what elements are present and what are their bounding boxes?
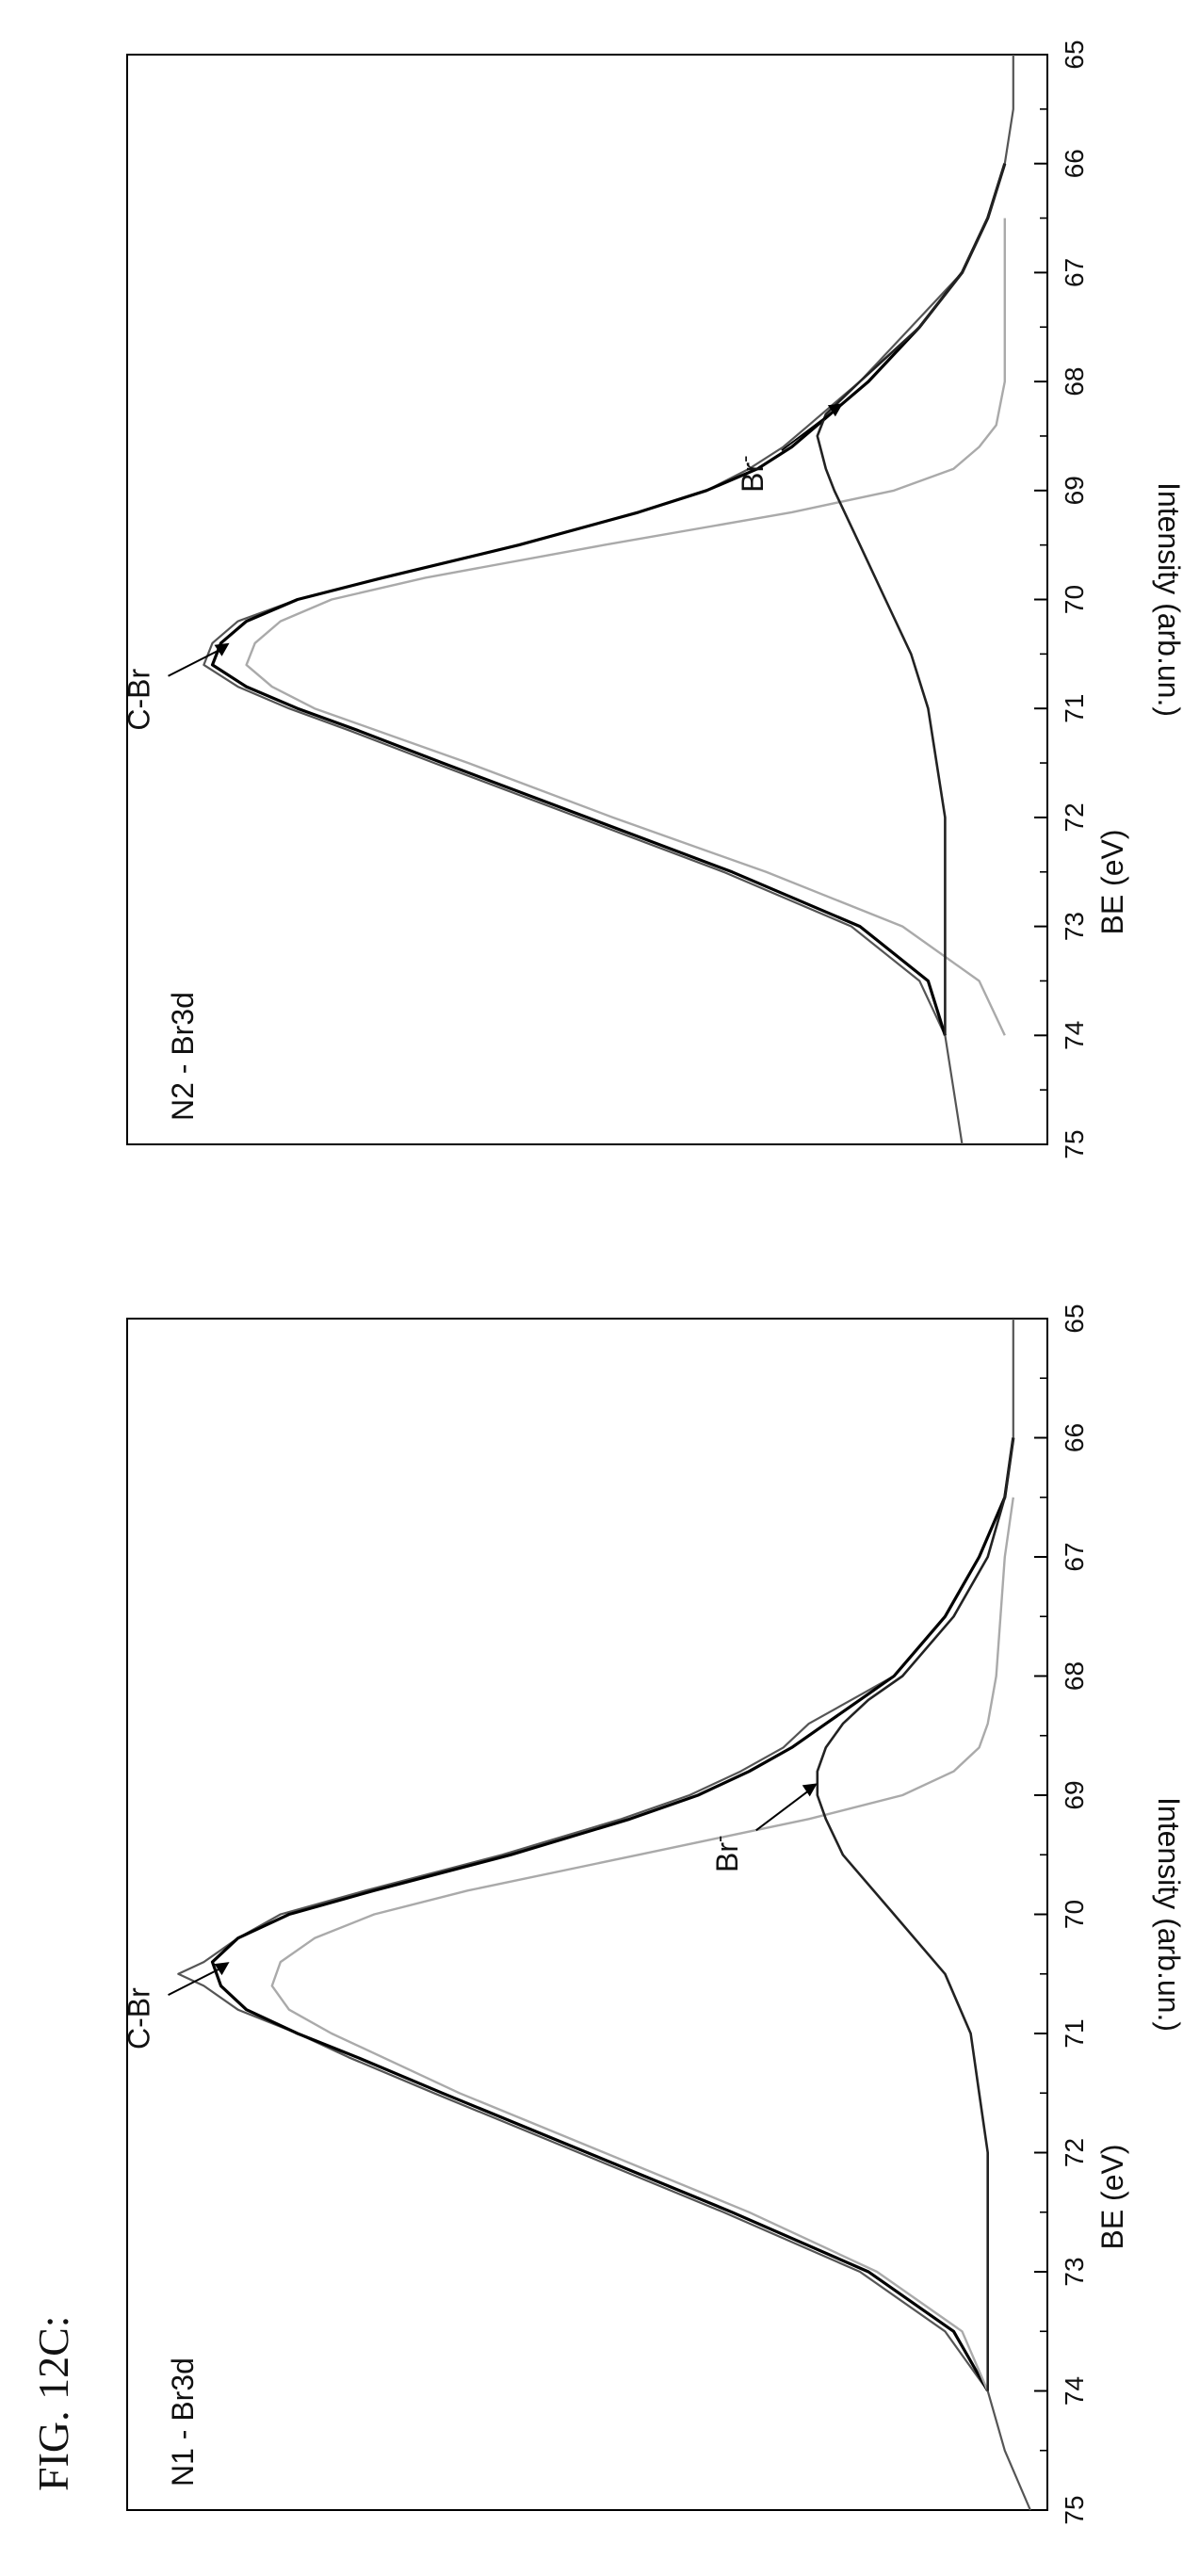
x-tick-label: 66	[1060, 1423, 1089, 1452]
x-tick-label: 71	[1060, 694, 1089, 723]
x-tick-label: 67	[1060, 1542, 1089, 1571]
annotation-arrowhead	[214, 1962, 230, 1976]
annotation-arrowhead	[827, 403, 843, 417]
annotation-label: C-Br	[122, 669, 156, 731]
x-tick-label: 69	[1060, 476, 1089, 505]
series-line-noisy-data	[203, 55, 1014, 1145]
annotation-arrow	[755, 1786, 815, 1832]
annotation-label: C-Br	[122, 1987, 156, 2049]
panel-label: N1 - Br3d	[166, 2357, 200, 2487]
y-axis-title: Intensity (arb.un.)	[1152, 482, 1183, 717]
panel-label: N2 - Br3d	[166, 992, 200, 1121]
x-tick-label: 72	[1060, 2138, 1089, 2167]
x-tick-label: 66	[1060, 149, 1089, 178]
annotation-arrowhead	[214, 642, 230, 656]
annotation-arrowhead	[802, 1783, 818, 1797]
x-tick-label: 75	[1060, 2495, 1089, 2524]
plot-frame	[126, 54, 1048, 1145]
annotation-superscript: -	[707, 1836, 731, 1842]
x-tick-label: 68	[1060, 1661, 1089, 1691]
annotation-arrow	[168, 1965, 227, 1996]
x-tick-label: 65	[1060, 40, 1089, 69]
series-line-Br-component	[816, 1437, 1015, 2391]
x-tick-label: 74	[1060, 1021, 1089, 1050]
x-axis-title: BE (eV)	[1095, 829, 1129, 934]
chart-panel-2: 75 74 73 72 71 70 69 68 67 66 65 BE (eV) Intensity (…	[122, 40, 1183, 1158]
series-line-C-Br-component	[270, 1497, 1014, 2391]
x-tick-label: 69	[1060, 1780, 1089, 1809]
x-tick-label: 70	[1060, 585, 1089, 614]
x-axis-title: BE (eV)	[1095, 2144, 1129, 2249]
series-line-envelope	[210, 1437, 1015, 2392]
series-line-C-Br-component	[245, 218, 1006, 1036]
annotation-label: Br-	[733, 456, 770, 493]
series-line-envelope	[210, 163, 1007, 1036]
x-tick-label: 74	[1060, 2376, 1089, 2406]
x-tick-label: 73	[1060, 2257, 1089, 2286]
x-tick-label: 67	[1060, 258, 1089, 287]
x-tick-label: 65	[1060, 1304, 1089, 1333]
plot-frame	[126, 1318, 1048, 2511]
x-tick-label: 73	[1060, 912, 1089, 941]
annotation-superscript: -	[733, 456, 756, 462]
figure-label: FIG. 12C:	[29, 2315, 77, 2491]
x-tick-label: 71	[1060, 2018, 1089, 2048]
series-line-Br-component	[816, 163, 1007, 1036]
x-tick-label: 72	[1060, 802, 1089, 832]
chart-panel-1: 75 74 73 72 71 70 69 68 67 66 65 BE (eV) Intensity (…	[122, 1304, 1183, 2524]
series-line-noisy-data	[177, 1319, 1031, 2511]
x-tick-label: 68	[1060, 367, 1089, 397]
x-tick-label: 75	[1060, 1129, 1089, 1158]
y-axis-title: Intensity (arb.un.)	[1152, 1797, 1183, 2032]
annotation-arrow	[168, 645, 227, 677]
annotation-arrow	[781, 406, 840, 452]
x-tick-label: 70	[1060, 1900, 1089, 1929]
annotation-label: Br-	[707, 1836, 744, 1872]
